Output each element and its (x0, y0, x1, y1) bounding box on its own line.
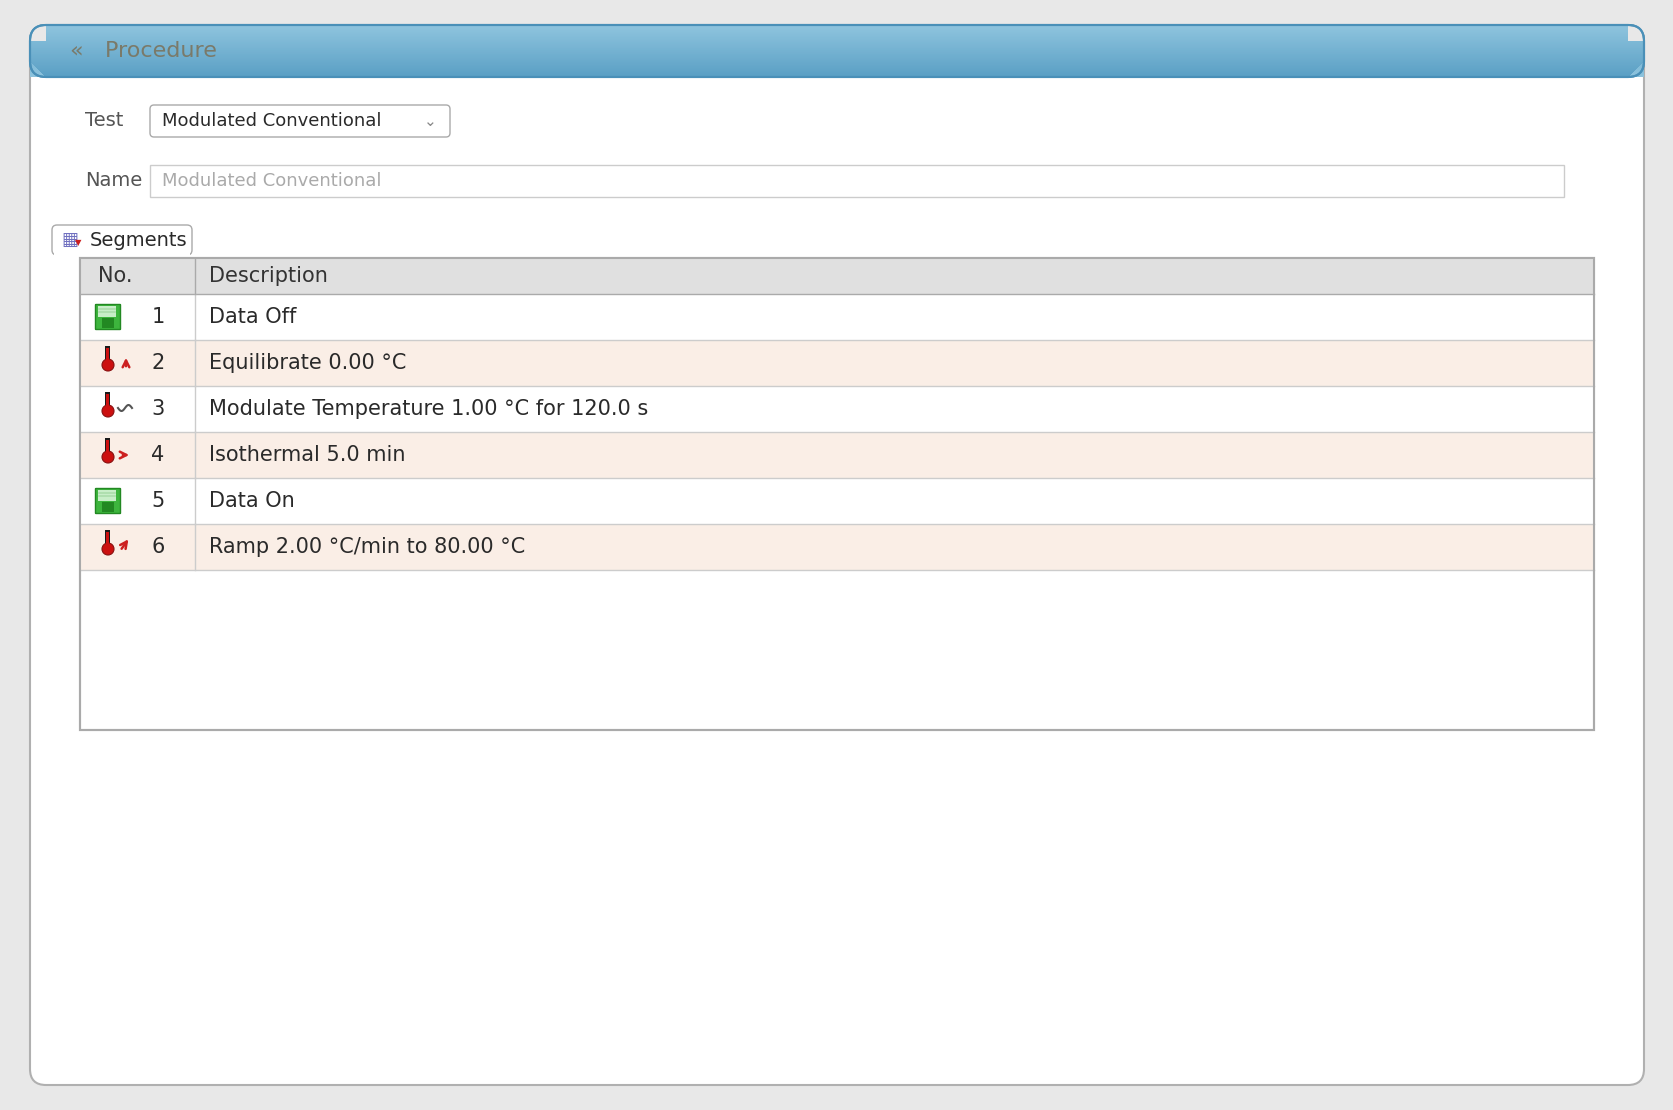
Text: No.: No. (99, 266, 132, 286)
Bar (99, 306, 115, 317)
Circle shape (102, 543, 114, 555)
Bar (151, 165, 1563, 196)
Circle shape (102, 359, 114, 371)
Bar (80, 524, 1593, 571)
Bar (105, 346, 110, 363)
Text: 1: 1 (151, 307, 164, 327)
Bar (105, 438, 110, 455)
Text: ▦: ▦ (62, 231, 79, 249)
Bar (1628, 26, 1643, 41)
Bar (107, 532, 109, 545)
FancyBboxPatch shape (95, 488, 120, 514)
Text: Data On: Data On (209, 491, 294, 511)
Text: 5: 5 (151, 491, 164, 511)
Text: 6: 6 (151, 537, 164, 557)
Bar (99, 490, 115, 501)
Bar (80, 294, 1593, 340)
Text: Modulate Temperature 1.00 °C for 120.0 s: Modulate Temperature 1.00 °C for 120.0 s (209, 398, 647, 418)
Bar (105, 392, 110, 408)
Bar (80, 340, 1593, 386)
Text: Data Off: Data Off (209, 307, 296, 327)
Bar (105, 531, 110, 547)
Text: «   Procedure: « Procedure (70, 41, 217, 61)
Text: Equilibrate 0.00 °C: Equilibrate 0.00 °C (209, 353, 407, 373)
Circle shape (102, 405, 114, 417)
Bar (80, 478, 1593, 524)
Text: 3: 3 (151, 398, 164, 418)
Text: Ramp 2.00 °C/min to 80.00 °C: Ramp 2.00 °C/min to 80.00 °C (209, 537, 525, 557)
Bar (107, 349, 109, 361)
Bar (80, 432, 1593, 478)
Text: 4: 4 (151, 445, 164, 465)
Text: Description: Description (209, 266, 328, 286)
Text: Isothermal 5.0 min: Isothermal 5.0 min (209, 445, 405, 465)
Bar (80, 258, 1593, 730)
Text: Name: Name (85, 172, 142, 191)
Bar (54, 252, 191, 256)
FancyBboxPatch shape (30, 26, 1643, 1084)
Text: Modulated Conventional: Modulated Conventional (162, 172, 381, 190)
Text: Test: Test (85, 111, 124, 131)
Text: 2: 2 (151, 353, 164, 373)
Bar (80, 386, 1593, 432)
FancyBboxPatch shape (151, 105, 450, 137)
FancyBboxPatch shape (52, 225, 192, 255)
Text: ▼: ▼ (75, 239, 82, 248)
Bar (102, 502, 114, 512)
Bar (107, 441, 109, 453)
FancyBboxPatch shape (95, 304, 120, 330)
Bar (102, 317, 114, 327)
Circle shape (102, 451, 114, 463)
Text: ⌄: ⌄ (423, 113, 437, 129)
Text: Segments: Segments (90, 231, 187, 250)
Bar (80, 258, 1593, 294)
Bar (107, 394, 109, 407)
Bar (80, 258, 1593, 730)
Text: Modulated Conventional: Modulated Conventional (162, 112, 381, 130)
Bar (30, 26, 45, 41)
